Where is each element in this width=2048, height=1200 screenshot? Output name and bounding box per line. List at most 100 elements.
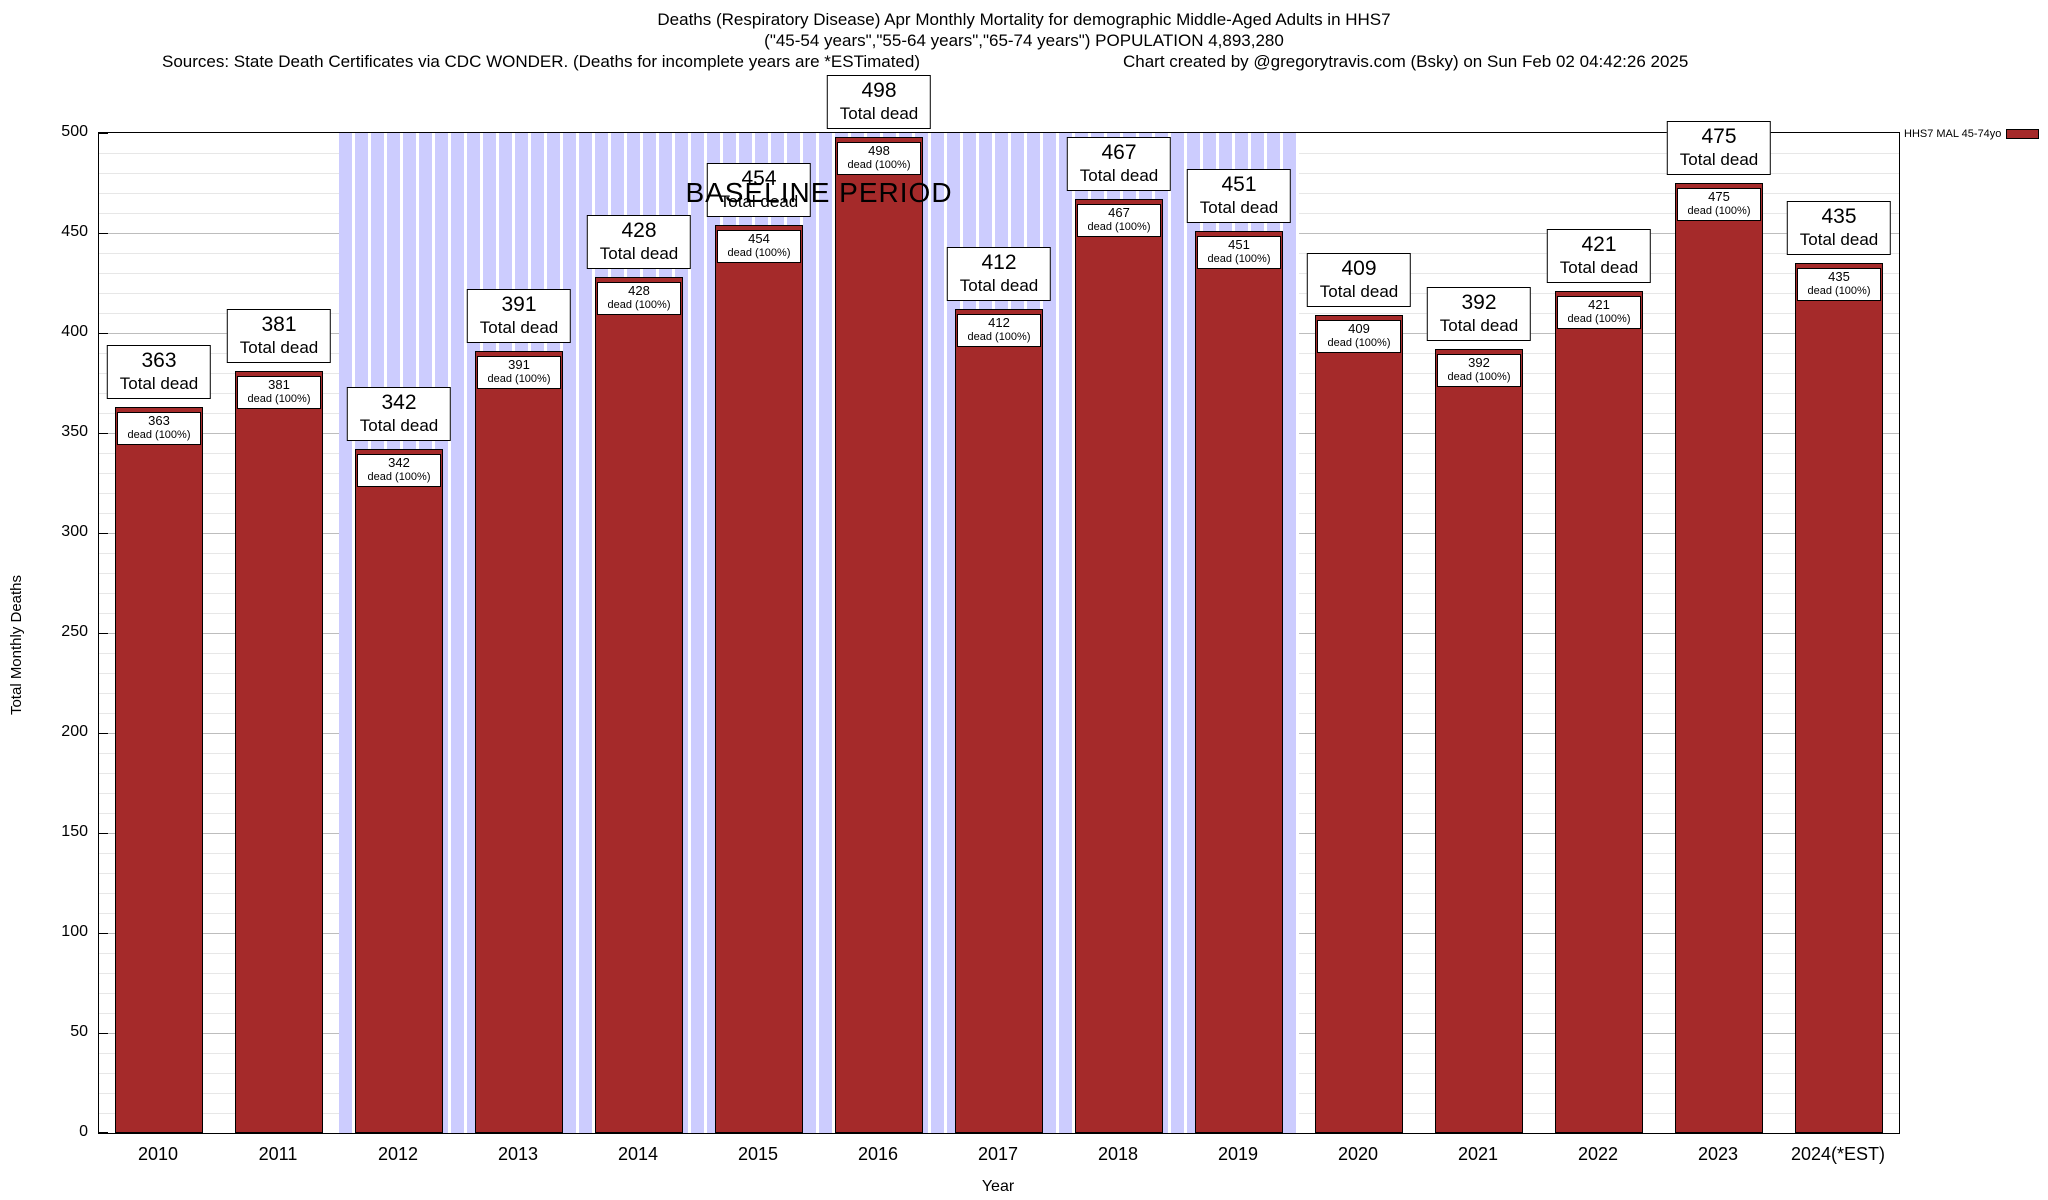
bar-2012 — [355, 449, 443, 1133]
bar-inner-value-box: 363 dead (100%) — [117, 412, 201, 445]
chart-area: BASELINE PERIOD 363 dead (100%) 363 Total d… — [61, 75, 1900, 1195]
x-axis-tick-label: 2016 — [857, 1144, 899, 1164]
x-axis-tick-label: 2024(*EST) — [1790, 1144, 1886, 1164]
bar-inner-suffix: dead (100%) — [1807, 284, 1871, 297]
bar-total-label: Total dead — [959, 275, 1039, 295]
bar-inner-suffix: dead (100%) — [607, 298, 671, 311]
bar-total-box: 454 Total dead — [706, 163, 812, 217]
bar-2019 — [1195, 231, 1283, 1133]
bar-inner-suffix: dead (100%) — [1447, 370, 1511, 383]
x-axis-tick-label: 2013 — [497, 1144, 539, 1164]
bar-total-box: 435 Total dead — [1786, 201, 1892, 255]
bar-inner-suffix: dead (100%) — [247, 392, 311, 405]
y-axis-tick — [99, 932, 108, 934]
y-axis-tick-label: 200 — [61, 723, 88, 740]
bar-total-box: 498 Total dead — [826, 75, 932, 129]
bar-inner-value: 454 — [748, 231, 770, 246]
bar-2021 — [1435, 349, 1523, 1133]
bar-total-box: 381 Total dead — [226, 309, 332, 363]
bar-total-box: 451 Total dead — [1186, 169, 1292, 223]
bar-total-value: 412 — [981, 251, 1017, 275]
bar-inner-value-box: 391 dead (100%) — [477, 356, 561, 389]
y-axis-tick — [99, 332, 108, 334]
x-axis-tick-label: 2020 — [1337, 1144, 1379, 1164]
y-axis-tick-label: 300 — [61, 523, 88, 540]
bar-inner-value-box: 454 dead (100%) — [717, 230, 801, 263]
bar-inner-suffix: dead (100%) — [1207, 252, 1271, 265]
bar-2022 — [1555, 291, 1643, 1133]
bar-total-label: Total dead — [599, 243, 679, 263]
bar-inner-value: 412 — [988, 315, 1010, 330]
bar-2016 — [835, 137, 923, 1133]
y-axis-tick — [99, 832, 108, 834]
chart-title: Deaths (Respiratory Disease) Apr Monthly… — [657, 10, 1391, 29]
bar-inner-value-box: 498 dead (100%) — [837, 142, 921, 175]
bar-inner-value: 391 — [508, 357, 530, 372]
bar-total-label: Total dead — [1799, 229, 1879, 249]
bar-total-label: Total dead — [719, 191, 799, 211]
bar-total-label: Total dead — [239, 337, 319, 357]
legend-swatch — [2006, 129, 2040, 139]
y-axis-title: Total Monthly Deaths — [8, 574, 25, 716]
bar-inner-value: 498 — [868, 143, 890, 158]
bar-total-box: 412 Total dead — [946, 247, 1052, 301]
y-axis-tick — [99, 532, 108, 534]
y-axis-tick-label: 100 — [61, 923, 88, 940]
bar-inner-value-box: 475 dead (100%) — [1677, 188, 1761, 221]
x-axis-tick-label: 2011 — [258, 1144, 298, 1164]
bar-inner-value: 467 — [1108, 205, 1130, 220]
y-axis-tick — [99, 232, 108, 234]
y-axis-tick-label: 400 — [61, 323, 88, 340]
y-axis-tick — [99, 632, 108, 634]
y-axis-tick-label: 250 — [61, 623, 88, 640]
bar-inner-value: 381 — [268, 377, 290, 392]
bar-total-label: Total dead — [1319, 281, 1399, 301]
y-axis-tick — [99, 432, 108, 434]
bar-total-label: Total dead — [1559, 257, 1639, 277]
bar-total-box: 409 Total dead — [1306, 253, 1412, 307]
bar-2023 — [1675, 183, 1763, 1133]
x-axis-tick-label: 2022 — [1577, 1144, 1619, 1164]
bar-inner-value-box: 467 dead (100%) — [1077, 204, 1161, 237]
bar-2015 — [715, 225, 803, 1133]
x-axis-tick-label: 2018 — [1097, 1144, 1139, 1164]
baseline-period-label: BASELINE PERIOD — [685, 177, 953, 208]
bar-inner-suffix: dead (100%) — [847, 158, 911, 171]
y-axis-tick-label: 50 — [70, 1023, 88, 1040]
x-axis-tick-label: 2017 — [977, 1144, 1019, 1164]
bar-inner-value-box: 392 dead (100%) — [1437, 354, 1521, 387]
y-axis-tick — [99, 732, 108, 734]
x-axis-title: Year — [981, 1178, 1015, 1195]
bar-total-box: 363 Total dead — [106, 345, 212, 399]
bar-total-value: 391 — [501, 293, 537, 317]
bar-inner-value-box: 412 dead (100%) — [957, 314, 1041, 347]
y-axis-tick-label: 500 — [61, 123, 88, 140]
bar-inner-value: 342 — [388, 455, 410, 470]
bar-total-value: 467 — [1101, 141, 1137, 165]
bar-2017 — [955, 309, 1043, 1133]
bar-inner-value: 409 — [1348, 321, 1370, 336]
x-axis-tick-label: 2021 — [1457, 1144, 1499, 1164]
bar-total-label: Total dead — [479, 317, 559, 337]
bar-total-box: 475 Total dead — [1666, 121, 1772, 175]
bar-total-label: Total dead — [359, 415, 439, 435]
bar-total-value: 475 — [1701, 125, 1737, 149]
bar-total-box: 342 Total dead — [346, 387, 452, 441]
bar-total-value: 498 — [861, 79, 897, 103]
bar-total-box: 391 Total dead — [466, 289, 572, 343]
bar-total-box: 428 Total dead — [586, 215, 692, 269]
bar-2011 — [235, 371, 323, 1133]
bar-inner-value: 392 — [1468, 355, 1490, 370]
bar-2014 — [595, 277, 683, 1133]
bar-inner-value-box: 435 dead (100%) — [1797, 268, 1881, 301]
legend: HHS7 MAL 45-74yo — [1904, 128, 2040, 140]
credit-note: Chart created by @gregorytravis.com (Bsk… — [1123, 52, 1689, 71]
bar-inner-value-box: 428 dead (100%) — [597, 282, 681, 315]
bar-total-label: Total dead — [1079, 165, 1159, 185]
bar-inner-suffix: dead (100%) — [1087, 220, 1151, 233]
bar-2020 — [1315, 315, 1403, 1133]
legend-label: HHS7 MAL 45-74yo — [1904, 128, 2002, 140]
bar-2010 — [115, 407, 203, 1133]
bar-inner-value-box: 381 dead (100%) — [237, 376, 321, 409]
y-axis-tick-label: 450 — [61, 223, 88, 240]
